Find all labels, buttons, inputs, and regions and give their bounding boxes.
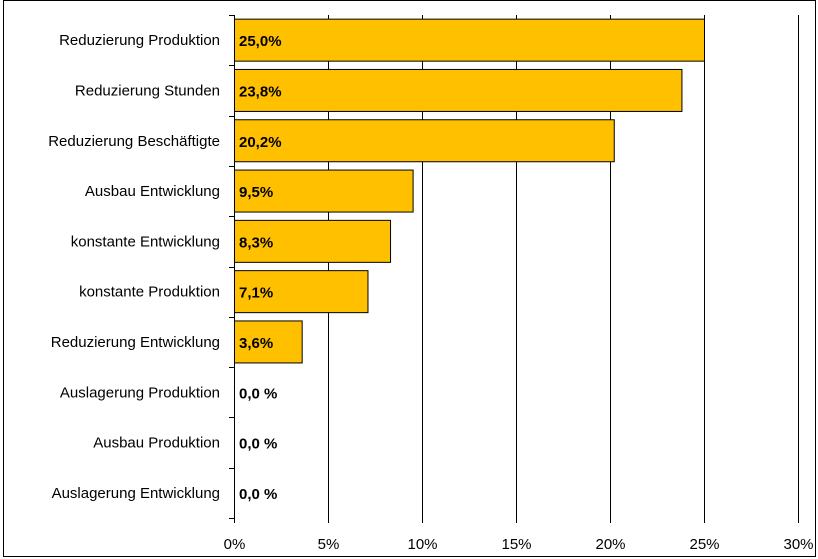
x-tick-label: 15% xyxy=(501,536,531,553)
data-label: 0,0 % xyxy=(239,486,277,503)
category-label: konstante Produktion xyxy=(79,284,220,301)
category-label: Reduzierung Stunden xyxy=(75,82,220,99)
bar xyxy=(234,68,683,112)
axes xyxy=(229,15,799,523)
x-tick-label: 0% xyxy=(224,536,246,553)
bars xyxy=(234,18,705,364)
category-label: Auslagerung Produktion xyxy=(60,384,220,401)
data-label: 20,2% xyxy=(239,134,282,151)
category-labels: Reduzierung Produktion Reduzierung Stunde… xyxy=(48,32,220,502)
category-label: Reduzierung Entwicklung xyxy=(51,334,220,351)
data-labels: 25,0% 23,8% 20,2% 9,5% 8,3% 7,1% 3,6% 0,0 % 0,0 … xyxy=(239,33,282,503)
category-label: Reduzierung Beschäftigte xyxy=(48,133,220,150)
data-label: 0,0 % xyxy=(239,436,277,453)
data-label: 23,8% xyxy=(239,83,282,100)
x-tick-label: 20% xyxy=(595,536,625,553)
category-label: Auslagerung Entwicklung xyxy=(52,485,220,502)
category-label: konstante Entwicklung xyxy=(71,233,220,250)
x-tick-label: 25% xyxy=(689,536,719,553)
data-label: 7,1% xyxy=(239,285,273,302)
bar xyxy=(234,119,615,163)
data-label: 8,3% xyxy=(239,234,273,251)
x-tick-label: 10% xyxy=(407,536,437,553)
data-label: 25,0% xyxy=(239,33,282,50)
category-label: Ausbau Entwicklung xyxy=(85,183,220,200)
bar xyxy=(234,270,369,314)
bar xyxy=(234,320,303,364)
data-label: 3,6% xyxy=(239,335,273,352)
category-label: Reduzierung Produktion xyxy=(59,32,220,49)
data-label: 9,5% xyxy=(239,184,273,201)
x-tick-labels: 0% 5% 10% 15% 20% 25% 30% xyxy=(224,536,814,553)
category-label: Ausbau Produktion xyxy=(93,435,220,452)
bar xyxy=(234,219,392,263)
x-tick-label: 30% xyxy=(783,536,813,553)
bar xyxy=(234,18,705,62)
data-label: 0,0 % xyxy=(239,385,277,402)
x-tick-label: 5% xyxy=(318,536,340,553)
